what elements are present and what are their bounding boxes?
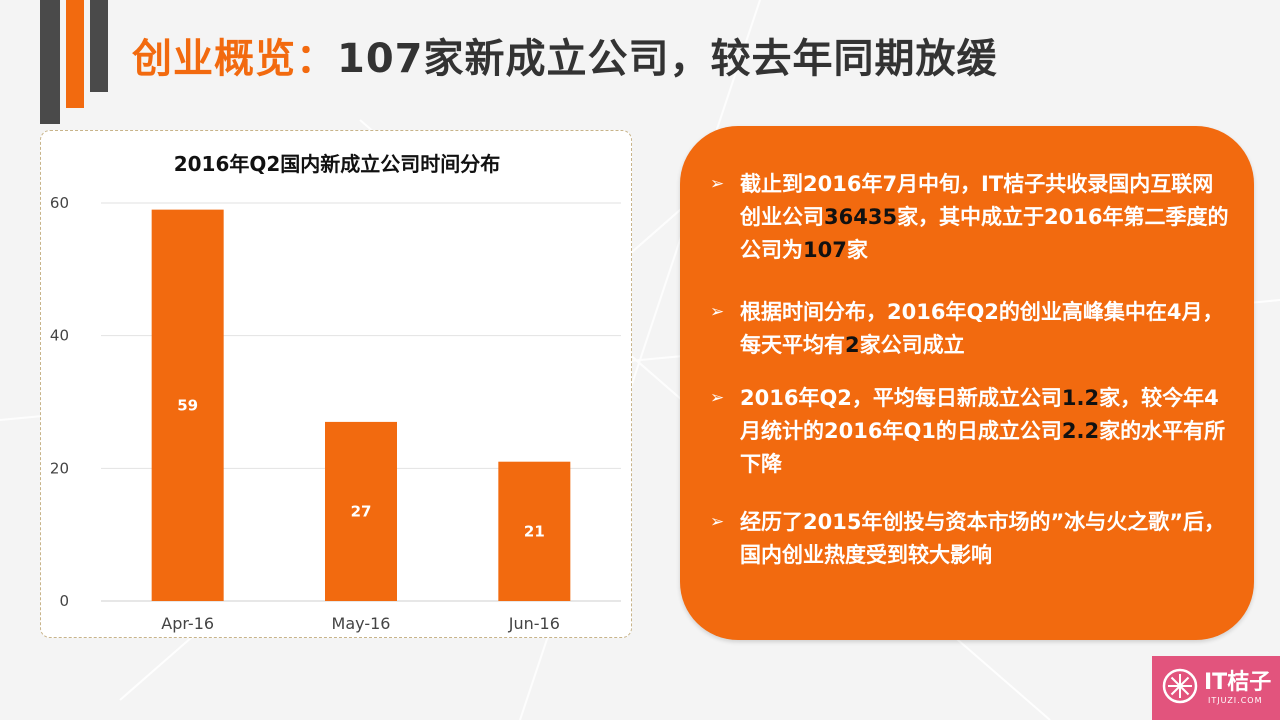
- header-accent-dark-bar: [40, 0, 60, 124]
- highlight-value: 1.2: [1061, 386, 1100, 410]
- bullet-text-part: 家公司成立: [859, 333, 965, 357]
- bar: [498, 461, 571, 601]
- highlight-value: 2.2: [1061, 419, 1100, 443]
- logo-name: IT桔子: [1204, 670, 1272, 695]
- chevron-right-icon: ➢: [710, 174, 725, 194]
- info-bullet-text: 截止到2016年7月中旬，IT桔子共收录国内互联网创业公司36435家，其中成立…: [710, 168, 1230, 267]
- info-panel: ➢ 截止到2016年7月中旬，IT桔子共收录国内互联网创业公司36435家，其中…: [680, 126, 1254, 640]
- logo-url: ITJUZI.COM: [1208, 696, 1263, 705]
- bar: [151, 209, 224, 601]
- x-tick-label: Jun-16: [508, 614, 560, 633]
- x-tick-label: Apr-16: [161, 614, 214, 633]
- page-title-accent: 创业概览：: [132, 36, 337, 82]
- info-bullet: ➢ 2016年Q2，平均每日新成立公司1.2家，较今年4月统计的2016年Q1的…: [710, 382, 1230, 481]
- chevron-right-icon: ➢: [710, 388, 725, 408]
- chart-title: 2016年Q2国内新成立公司时间分布: [174, 152, 501, 176]
- bullet-text-part: 根据时间分布，2016年Q2的创业高峰集中在4月，每天平均有: [740, 300, 1224, 357]
- orange-slice-icon: [1162, 668, 1198, 704]
- bar-value-label: 27: [351, 502, 372, 520]
- info-bullet-text: 2016年Q2，平均每日新成立公司1.2家，较今年4月统计的2016年Q1的日成…: [710, 382, 1230, 481]
- bars: 59 27 21: [151, 209, 571, 601]
- highlight-value: 36435: [824, 205, 898, 229]
- bullet-text-part: 经历了2015年创投与资本市场的”冰与火之歌”后，国内创业热度受到较大影响: [740, 510, 1226, 567]
- y-axis-ticks: 0 20 40 60: [50, 194, 69, 610]
- bar: [325, 421, 397, 601]
- x-axis-ticks: Apr-16 May-16 Jun-16: [161, 614, 560, 633]
- brand-logo: IT桔子 ITJUZI.COM: [1152, 656, 1280, 720]
- info-bullet: ➢ 截止到2016年7月中旬，IT桔子共收录国内互联网创业公司36435家，其中…: [710, 168, 1230, 267]
- bar-chart: 2016年Q2国内新成立公司时间分布 0 20 40 60 59 27 21 Apr-16…: [50, 152, 621, 633]
- y-tick-label: 40: [50, 327, 69, 345]
- x-tick-label: May-16: [332, 614, 391, 633]
- info-bullet: ➢ 经历了2015年创投与资本市场的”冰与火之歌”后，国内创业热度受到较大影响: [710, 506, 1230, 572]
- y-tick-label: 0: [59, 592, 69, 610]
- bar-value-label: 21: [524, 522, 545, 540]
- highlight-value: 2: [845, 333, 860, 357]
- info-bullet: ➢ 根据时间分布，2016年Q2的创业高峰集中在4月，每天平均有2家公司成立: [710, 296, 1230, 362]
- y-tick-label: 60: [50, 194, 69, 212]
- header-accent-orange-bar: [66, 0, 84, 108]
- bullet-text-part: 2016年Q2，平均每日新成立公司: [740, 386, 1062, 410]
- chevron-right-icon: ➢: [710, 302, 725, 322]
- bullet-text-part: 家的水平有所下降: [740, 419, 1226, 476]
- chevron-right-icon: ➢: [710, 512, 725, 532]
- highlight-value: 107: [803, 238, 847, 262]
- bar-value-label: 59: [177, 396, 198, 414]
- bullet-text-part: 家，较今年4月统计的2016年Q1的日成立公司: [740, 386, 1219, 443]
- page-title: 创业概览：107家新成立公司，较去年同期放缓: [132, 26, 998, 86]
- bullet-text-part: 家，其中成立于2016年第二季度的公司为: [740, 205, 1229, 262]
- y-tick-label: 20: [50, 459, 69, 477]
- page-title-rest: 107家新成立公司，较去年同期放缓: [337, 36, 998, 82]
- chart-panel: 2016年Q2国内新成立公司时间分布 0 20 40 60 59 27 21 Apr-16…: [40, 130, 632, 638]
- header-accent-dark-bar-2: [90, 0, 108, 92]
- bullet-text-part: 家: [846, 238, 868, 262]
- info-bullet-text: 根据时间分布，2016年Q2的创业高峰集中在4月，每天平均有2家公司成立: [710, 296, 1230, 362]
- bullet-text-part: 截止到2016年7月中旬，IT桔子共收录国内互联网创业公司: [740, 172, 1214, 229]
- info-bullet-text: 经历了2015年创投与资本市场的”冰与火之歌”后，国内创业热度受到较大影响: [710, 506, 1230, 572]
